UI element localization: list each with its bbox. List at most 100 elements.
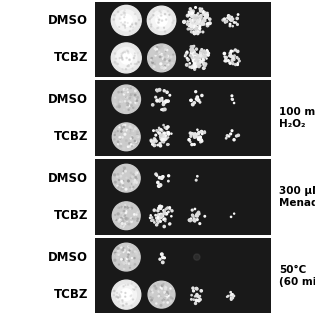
Circle shape (197, 20, 198, 22)
Circle shape (131, 128, 132, 129)
Circle shape (160, 215, 163, 217)
Circle shape (197, 129, 198, 130)
Circle shape (163, 225, 165, 228)
Circle shape (131, 188, 132, 189)
Circle shape (124, 215, 125, 216)
Circle shape (132, 252, 133, 253)
Circle shape (161, 139, 163, 141)
Circle shape (118, 187, 119, 188)
Circle shape (165, 220, 166, 222)
Circle shape (224, 21, 226, 23)
Circle shape (195, 215, 197, 217)
Circle shape (133, 174, 134, 175)
Circle shape (151, 293, 153, 295)
Circle shape (197, 22, 198, 23)
Circle shape (122, 225, 123, 226)
Circle shape (155, 96, 157, 98)
Circle shape (154, 61, 156, 62)
Circle shape (163, 219, 164, 220)
Circle shape (199, 27, 201, 30)
Circle shape (122, 59, 123, 60)
Circle shape (155, 53, 157, 54)
Circle shape (197, 31, 199, 33)
Circle shape (190, 141, 191, 142)
Circle shape (238, 60, 240, 62)
Circle shape (165, 287, 167, 288)
Circle shape (126, 260, 128, 262)
Circle shape (183, 20, 186, 23)
Circle shape (123, 210, 125, 212)
Circle shape (123, 268, 125, 270)
Circle shape (194, 57, 196, 59)
Circle shape (237, 134, 239, 136)
Circle shape (124, 25, 125, 26)
Circle shape (128, 66, 129, 67)
Circle shape (166, 64, 167, 65)
Circle shape (122, 137, 123, 138)
Circle shape (160, 287, 162, 288)
Circle shape (234, 213, 235, 214)
Circle shape (129, 245, 130, 247)
Circle shape (197, 57, 198, 59)
Circle shape (121, 206, 122, 207)
Circle shape (198, 211, 200, 214)
Circle shape (169, 60, 170, 61)
Circle shape (195, 31, 196, 32)
Circle shape (169, 94, 171, 96)
Circle shape (192, 66, 194, 68)
Circle shape (161, 297, 162, 298)
Circle shape (198, 19, 200, 21)
Circle shape (120, 289, 132, 301)
Bar (94, 2, 271, 77)
Circle shape (158, 217, 160, 219)
Circle shape (190, 49, 192, 50)
Circle shape (191, 16, 193, 18)
Circle shape (125, 124, 126, 125)
Circle shape (186, 14, 189, 17)
Circle shape (196, 60, 197, 61)
Circle shape (198, 18, 199, 19)
Circle shape (204, 55, 206, 57)
Circle shape (167, 291, 168, 293)
Circle shape (201, 54, 203, 57)
Circle shape (114, 103, 116, 105)
Circle shape (137, 97, 139, 98)
Circle shape (164, 286, 166, 288)
Circle shape (157, 219, 158, 220)
Circle shape (153, 209, 155, 211)
Circle shape (202, 57, 204, 59)
Circle shape (157, 181, 159, 184)
Circle shape (190, 11, 192, 14)
Circle shape (155, 140, 157, 142)
Circle shape (191, 16, 192, 17)
Circle shape (164, 257, 165, 259)
Circle shape (192, 31, 195, 33)
Circle shape (148, 281, 175, 308)
Circle shape (192, 66, 195, 68)
Circle shape (202, 55, 203, 57)
Circle shape (189, 66, 191, 68)
Bar (94, 238, 271, 313)
Text: DMSO: DMSO (48, 250, 88, 264)
Circle shape (112, 123, 140, 151)
Circle shape (162, 133, 164, 135)
Circle shape (160, 215, 162, 216)
Circle shape (229, 55, 231, 57)
Circle shape (196, 219, 198, 220)
Circle shape (190, 25, 193, 27)
Circle shape (123, 12, 124, 13)
Circle shape (195, 179, 197, 181)
Circle shape (162, 300, 163, 301)
Circle shape (127, 97, 128, 98)
Circle shape (196, 57, 198, 59)
Circle shape (137, 53, 139, 54)
Circle shape (163, 136, 165, 137)
Circle shape (202, 53, 204, 55)
Circle shape (157, 145, 158, 146)
Circle shape (191, 22, 193, 24)
Circle shape (122, 129, 123, 130)
Circle shape (121, 14, 122, 15)
Circle shape (235, 22, 237, 23)
Circle shape (136, 253, 137, 255)
Circle shape (134, 289, 135, 290)
